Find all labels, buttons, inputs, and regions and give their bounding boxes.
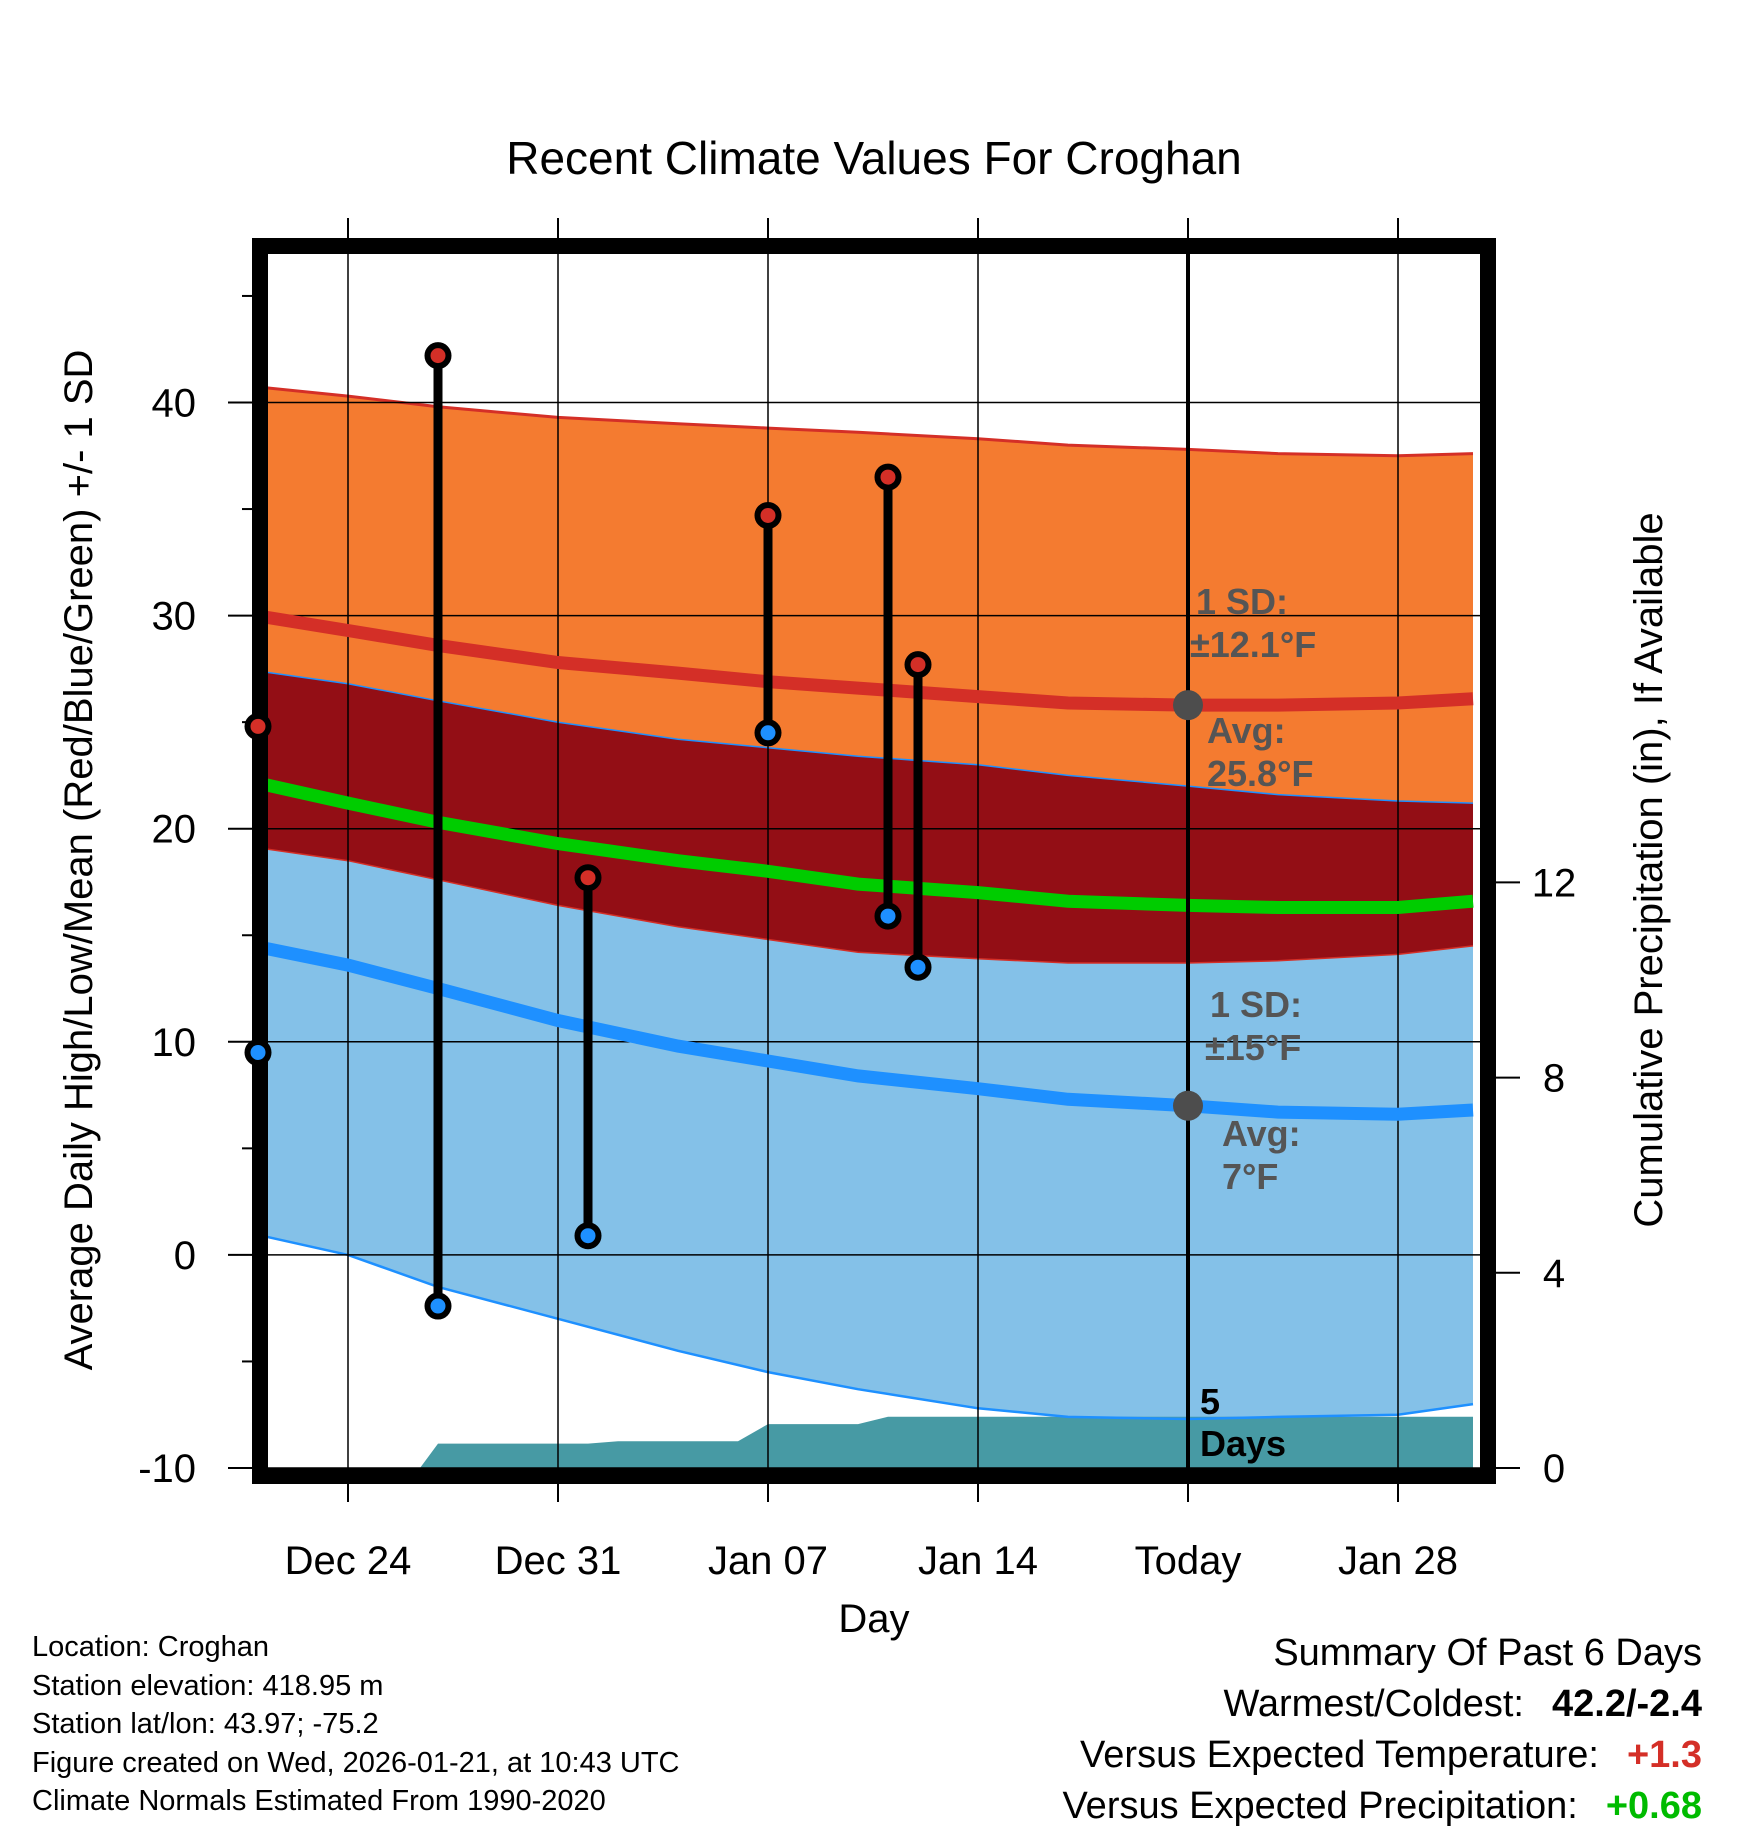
observed-high-point (754, 501, 782, 529)
observed-high-point (244, 712, 272, 740)
precipitation-area (262, 1416, 1473, 1468)
warmest-coldest-label: Warmest/Coldest: (1223, 1683, 1524, 1725)
station-info: Location: Croghan Station elevation: 418… (32, 1628, 680, 1821)
high-avg-value: 25.8°F (1207, 753, 1313, 794)
y-tick-label: 40 (152, 382, 197, 426)
x-tick-labels: Dec 24 Dec 31 Jan 07 Jan 14 Today Jan 28 (285, 1539, 1458, 1583)
y-right-tick-label: 8 (1543, 1057, 1565, 1101)
today-low-average-dot (1173, 1090, 1203, 1121)
elevation-text: Station elevation: 418.95 m (32, 1669, 384, 1702)
y-tick-label: 30 (152, 595, 197, 639)
y-axis-label: Average Daily High/Low/Mean (Red/Blue/Gr… (57, 350, 101, 1371)
y-right-axis-label: Cumulative Precipitation (in), If Availa… (1627, 512, 1671, 1227)
mean-sd-band (262, 671, 1473, 963)
high-sd-value: ±12.1°F (1190, 624, 1316, 665)
y-tick-label: 0 (174, 1234, 196, 1278)
temp-anomaly-label: Versus Expected Temperature: (1080, 1734, 1599, 1776)
latlon-text: Station lat/lon: 43.97; -75.2 (32, 1708, 379, 1740)
location-text: Location: Croghan (32, 1631, 269, 1663)
observed-low-point (424, 1292, 452, 1320)
y-right-tick-label: 0 (1543, 1447, 1565, 1491)
normals-text: Climate Normals Estimated From 1990-2020 (32, 1785, 606, 1817)
today-days-number: 5 (1200, 1381, 1220, 1422)
low-sd-value: ±15°F (1205, 1027, 1301, 1068)
today-days-word: Days (1200, 1423, 1286, 1464)
temp-anomaly-value: +1.3 (1626, 1734, 1702, 1776)
created-text: Figure created on Wed, 2026-01-21, at 10… (32, 1746, 680, 1779)
low-sd-label: 1 SD: (1210, 984, 1302, 1025)
observed-high-point (874, 463, 902, 491)
y-right-tick-label: 12 (1532, 861, 1577, 905)
precip-anomaly-value: +0.68 (1605, 1785, 1702, 1827)
x-tick-label: Dec 31 (495, 1539, 622, 1583)
x-tick-label: Jan 28 (1338, 1539, 1458, 1583)
warmest-coldest-value: 42.2/-2.4 (1552, 1683, 1702, 1725)
today-high-average-dot (1173, 690, 1203, 721)
low-sd-band (262, 848, 1473, 1419)
high-sd-label: 1 SD: (1196, 581, 1288, 622)
observed-low-point (904, 953, 932, 981)
x-tick-label: Jan 07 (708, 1539, 828, 1583)
observed-high-point (904, 651, 932, 679)
high-avg-label: Avg: (1207, 710, 1286, 751)
chart-title: Recent Climate Values For Croghan (506, 132, 1241, 184)
x-tick-label: Today (1135, 1539, 1242, 1583)
y-right-tick-label: 4 (1543, 1252, 1565, 1296)
y-right-tick-labels: 0 4 8 12 (1532, 861, 1577, 1491)
summary-title: Summary Of Past 6 Days (1273, 1632, 1702, 1674)
y-tick-label: 20 (152, 808, 197, 852)
x-tick-label: Jan 14 (918, 1539, 1038, 1583)
axis-ticks (228, 218, 1520, 1502)
low-avg-value: 7°F (1222, 1156, 1278, 1197)
observed-low-point (874, 902, 902, 930)
observed-low-point (244, 1038, 272, 1066)
y-tick-label: -10 (138, 1447, 196, 1491)
observed-low-point (754, 719, 782, 747)
observed-high-point (574, 864, 602, 892)
precip-anomaly-label: Versus Expected Precipitation: (1062, 1785, 1578, 1827)
observed-high-point (424, 342, 452, 370)
y-tick-labels: -10 0 10 20 30 40 (138, 382, 196, 1492)
x-tick-label: Dec 24 (285, 1539, 412, 1583)
observations (244, 342, 932, 1320)
summary-panel: Summary Of Past 6 Days Warmest/Coldest: 4… (1062, 1628, 1702, 1832)
low-avg-label: Avg: (1222, 1113, 1301, 1154)
observed-low-point (574, 1222, 602, 1250)
y-tick-label: 10 (152, 1021, 197, 1065)
x-axis-label: Day (838, 1597, 909, 1641)
